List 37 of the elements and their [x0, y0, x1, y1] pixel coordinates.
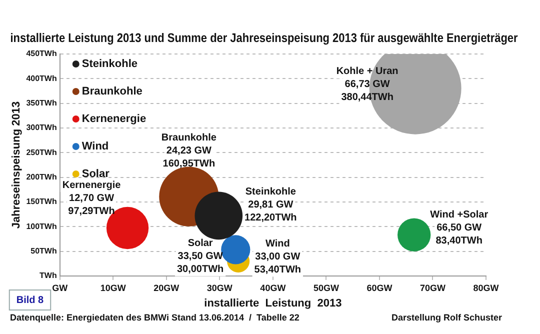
x-tick-label: 10GW: [100, 282, 126, 293]
annotation: Steinkohle 29,81 GW 122,20TWh: [244, 186, 297, 224]
annotation: Wind 33,00 GW 53,40TWh: [254, 238, 301, 276]
y-tick-label: 350TWh: [26, 98, 57, 108]
y-tick-label: 200TWh: [26, 172, 57, 182]
legend-label: Kernenergie: [82, 113, 146, 126]
y-tick-label: 450TWh: [26, 49, 57, 58]
x-tick-label: 80GW: [473, 282, 500, 293]
text: Darstellung Rolf Schuster: [391, 312, 502, 322]
chart-title: installierte Leistung 2013 und Summe der Jahreseinspeisung 2013 für ausgewählte Energieträger: [10, 31, 518, 46]
x-tick-label: 40GW: [260, 282, 286, 293]
legend-label: Braunkohle: [82, 86, 142, 98]
x-tick-label: 20GW: [154, 282, 180, 293]
text: Bild 8: [16, 294, 44, 306]
legend-label: Steinkohle: [82, 58, 138, 70]
y-tick-label: 100TWh: [26, 222, 57, 231]
y-tick-label: TWh: [40, 271, 57, 280]
legend-label: Solar: [82, 168, 110, 180]
x-tick-label: 60GW: [366, 282, 393, 293]
annotation: Kernenergie 12,70 GW 97,29TWh: [62, 180, 122, 217]
annotation: Wind +Solar 66,50 GW 83,40TWh: [430, 210, 488, 247]
x-tick-label: 30GW: [206, 282, 233, 293]
x-tick-label: GW: [52, 282, 68, 293]
legend-label: Wind: [82, 140, 109, 153]
y-tick-label: 150TWh: [26, 197, 57, 206]
x-axis-title: installierte Leistung 2013: [204, 297, 342, 310]
annotation: Solar 33,50 GW 30,00TWh: [176, 238, 224, 275]
y-axis-title: Jahreseinspeisung 2013: [10, 101, 23, 229]
x-tick-label: 50GW: [313, 282, 340, 293]
y-tick-label: 250TWh: [26, 148, 57, 157]
y-tick-label: 300TWh: [26, 123, 57, 132]
y-tick-label: 400TWh: [26, 74, 57, 83]
text: Datenquelle: Energiedaten des BMWi Stand 13.06.2014 / Tabelle 22: [10, 312, 300, 322]
annotation: Kohle + Uran 66,73 GW 380,44TWh: [336, 66, 398, 104]
y-tick-label: 50TWh: [30, 246, 57, 256]
annotation: Braunkohle 24,23 GW 160,95TWh: [161, 132, 217, 170]
x-tick-label: 70GW: [420, 282, 446, 293]
